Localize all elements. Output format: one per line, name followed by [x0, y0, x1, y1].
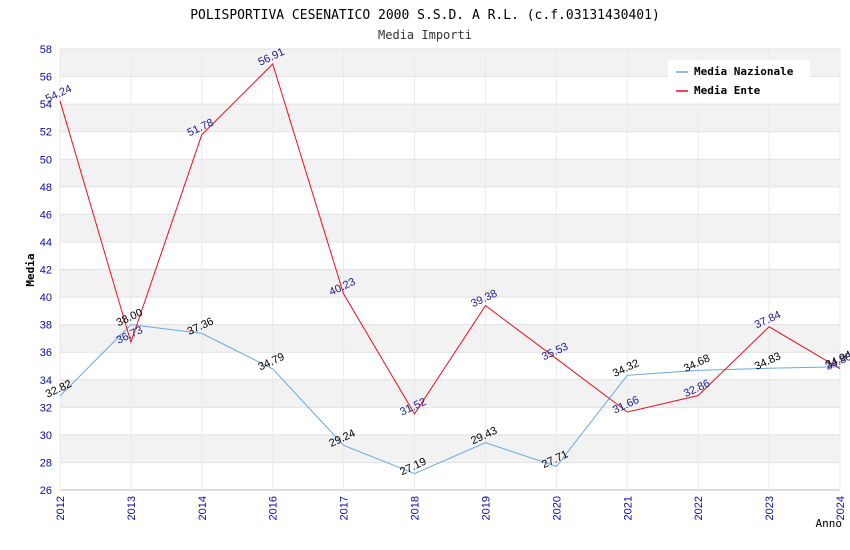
y-axis-title: Media	[24, 253, 37, 286]
x-tick-label: 2024	[835, 496, 847, 520]
x-tick-label: 2023	[764, 496, 776, 520]
y-tick-label: 58	[40, 44, 52, 56]
y-tick-label: 42	[40, 265, 52, 277]
x-tick-label: 2020	[551, 496, 563, 520]
grid-band	[60, 352, 840, 380]
grid-band	[60, 186, 840, 215]
series-line-media-nazionale	[59, 324, 841, 475]
grid-band	[60, 159, 840, 187]
y-tick-label: 46	[40, 209, 52, 221]
y-tick-label: 38	[40, 320, 52, 332]
y-tick-label: 56	[40, 72, 52, 84]
grid-bands	[59, 48, 841, 491]
grid-band	[60, 297, 840, 325]
y-tick-label: 48	[40, 182, 52, 194]
chart-subtitle: Media Importi	[378, 28, 472, 42]
y-tick-label: 44	[40, 237, 52, 249]
y-tick-label: 34	[40, 375, 52, 387]
legend-label-media-nazionale: Media Nazionale	[694, 65, 794, 78]
grid-band	[60, 104, 840, 132]
x-tick-label: 2014	[197, 496, 209, 520]
y-tick-label: 52	[40, 127, 52, 139]
x-tick-label: 2018	[410, 496, 422, 520]
y-tick-label: 28	[40, 457, 52, 469]
grid-band	[60, 241, 840, 270]
grid-band	[60, 407, 840, 435]
y-tick-label: 32	[40, 402, 52, 414]
x-axis-ticks: 2012 2013 2014 2016 2017 2018 2019 2020 2021 2022…	[55, 496, 847, 520]
y-tick-label: 30	[40, 430, 52, 442]
legend: Media Nazionale Media Ente	[668, 60, 810, 102]
y-tick-label: 50	[40, 154, 52, 166]
x-tick-label: 2016	[268, 496, 280, 520]
x-tick-label: 2021	[622, 496, 634, 520]
y-tick-label: 36	[40, 347, 52, 359]
x-tick-label: 2019	[480, 496, 492, 520]
x-tick-label: 2013	[126, 496, 138, 520]
y-tick-label: 54	[40, 99, 52, 111]
series-lines	[59, 63, 841, 475]
x-tick-label: 2012	[55, 496, 67, 520]
y-tick-label: 40	[40, 292, 52, 304]
legend-label-media-ente: Media Ente	[694, 84, 761, 97]
x-tick-label: 2017	[339, 496, 351, 520]
grid-band	[60, 269, 840, 298]
grid-band	[60, 214, 840, 242]
chart-title: POLISPORTIVA CESENATICO 2000 S.S.D. A R.…	[190, 8, 660, 23]
series-line-media-ente	[59, 63, 841, 415]
grid-band	[60, 324, 840, 353]
legend-box	[668, 60, 810, 102]
grid-band	[60, 131, 840, 160]
x-tick-label: 2022	[693, 496, 705, 520]
y-axis-ticks: 26 28 30 32 34 36 38 40 42 44 46 48 50 52 54 56 58	[40, 44, 52, 497]
grid-band	[60, 462, 840, 490]
y-tick-label: 26	[40, 485, 52, 497]
grid-band	[60, 379, 840, 408]
x-axis-title: Anno	[816, 517, 843, 530]
